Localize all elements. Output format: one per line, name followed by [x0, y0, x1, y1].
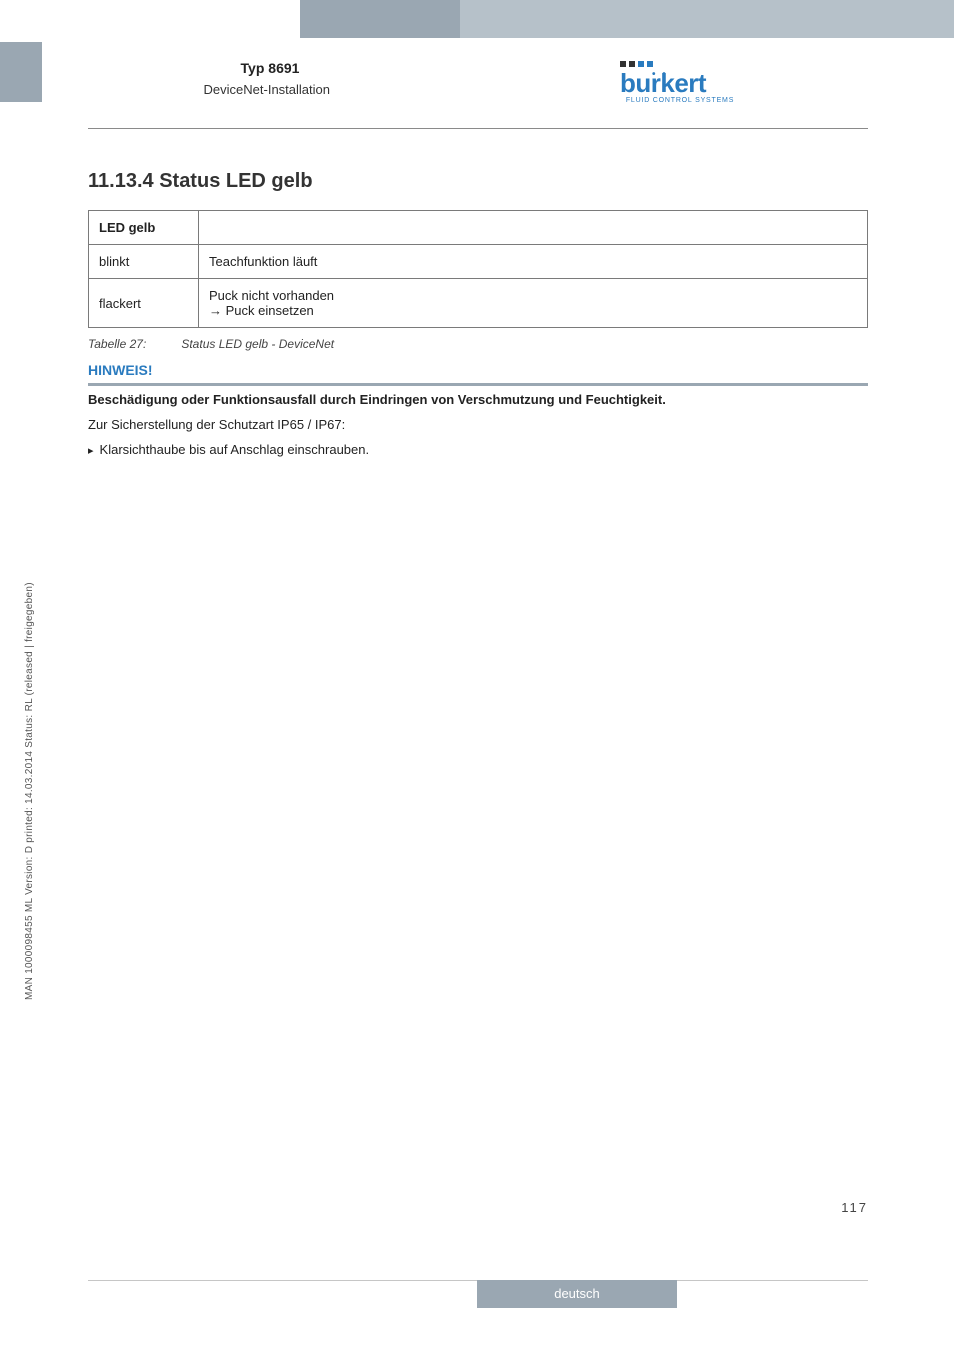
caption-label: Tabelle 27: [88, 337, 178, 351]
header-section: DeviceNet-Installation [120, 82, 330, 97]
notice-bullet: Klarsichthaube bis auf Anschlag einschra… [88, 442, 868, 457]
notice-box: HINWEIS! Beschädigung oder Funktionsausf… [88, 362, 868, 457]
table-row: flackert Puck nicht vorhanden → Puck ein… [89, 279, 868, 328]
table-caption: Tabelle 27: Status LED gelb - DeviceNet [88, 337, 334, 351]
heading-number: 11.13.4 [88, 170, 154, 192]
notice-line: Zur Sicherstellung der Schutzart IP65 / … [88, 417, 868, 432]
heading-title: Status LED gelb [159, 170, 312, 192]
table-cell: Puck nicht vorhanden → Puck einsetzen [199, 279, 868, 328]
product-type: Typ 8691 [210, 60, 330, 76]
table-header-col1: LED gelb [89, 211, 199, 245]
table-cell: blinkt [89, 245, 199, 279]
logo-text: • • burkert [620, 72, 740, 95]
page-number: 117 [841, 1200, 868, 1215]
top-tab-light [460, 0, 954, 38]
notice-label: HINWEIS! [88, 362, 868, 380]
table-row: blinkt Teachfunktion läuft [89, 245, 868, 279]
notice-bar [88, 383, 868, 386]
table-cell: flackert [89, 279, 199, 328]
language-tab: deutsch [477, 1280, 677, 1308]
left-tab-bar [0, 42, 42, 102]
side-doc-id: MAN 1000098455 ML Version: D printed: 14… [24, 582, 35, 1000]
top-tab-dark [300, 0, 460, 38]
brand-logo: • • burkert FLUID CONTROL SYSTEMS [620, 54, 740, 104]
logo-tagline: FLUID CONTROL SYSTEMS [620, 97, 740, 104]
header-rule [88, 128, 868, 129]
status-led-table: LED gelb blinkt Teachfunktion läuft flac… [88, 210, 868, 328]
section-heading: 11.13.4 Status LED gelb [88, 170, 313, 193]
table-header-col2 [199, 211, 868, 245]
caption-text: Status LED gelb - DeviceNet [181, 337, 334, 351]
table-cell: Teachfunktion läuft [199, 245, 868, 279]
notice-bold: Beschädigung oder Funktionsausfall durch… [88, 392, 868, 407]
